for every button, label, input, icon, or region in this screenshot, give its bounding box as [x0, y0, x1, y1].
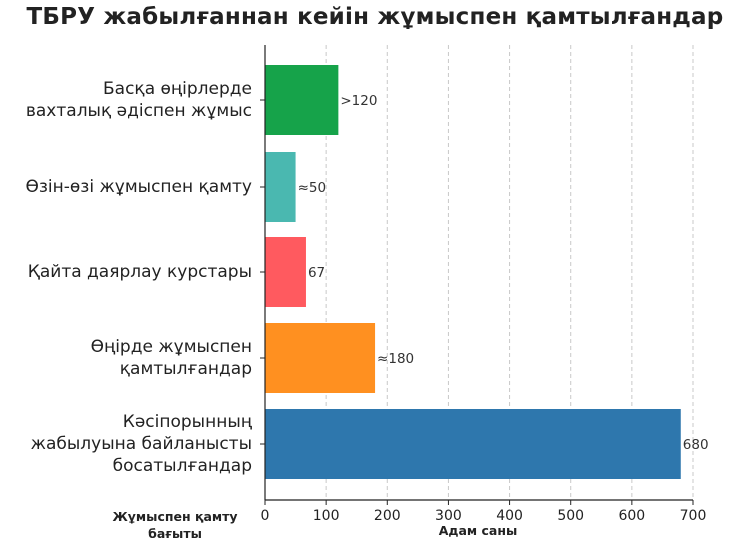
x-tick-label: 500 — [557, 508, 584, 524]
x-tick-label: 300 — [435, 508, 462, 524]
bars — [265, 65, 681, 479]
y-tick-label-line: жабылуына байланысты — [30, 434, 252, 454]
x-tick-label: 700 — [680, 508, 707, 524]
x-axis-title: Адам саны — [438, 523, 518, 538]
value-label: >120 — [340, 93, 377, 109]
bar — [265, 65, 339, 135]
y-tick-label: Өңірде жұмыспен қамтылғандар — [0, 336, 252, 380]
y-tick-label: Кәсіпорынның жабылуына байланысты босатылғ… — [0, 411, 252, 477]
y-tick-label: Өзін-өзі жұмыспен қамту — [0, 176, 253, 198]
x-tick-labels: 0 100 200 300 400 500 600 700 — [261, 508, 707, 524]
y-tick-label-line: қамтылғандар — [119, 359, 252, 379]
x-tick-label: 600 — [618, 508, 645, 524]
axes — [260, 45, 694, 505]
x-tick-label: 400 — [496, 508, 523, 524]
x-tick-label: 0 — [261, 508, 270, 524]
value-label: ≈50 — [298, 180, 327, 196]
bar — [265, 323, 376, 393]
x-tick-label: 100 — [313, 508, 340, 524]
y-axis-title: Жұмыспен қамту бағыты — [112, 509, 238, 541]
bar — [265, 237, 306, 307]
y-tick-label-line: Басқа өңірлерде — [103, 79, 252, 99]
y-tick-label-line: Кәсіпорынның — [122, 412, 252, 432]
bar — [265, 409, 681, 479]
value-labels: >120 ≈50 67 ≈180 680 — [298, 93, 709, 453]
y-tick-label-line: вахталық әдіспен жұмыс — [25, 101, 252, 121]
value-label: 67 — [308, 265, 325, 281]
chart-title: ТБРУ жабылғаннан кейін жұмыспен қамтылға… — [26, 4, 724, 30]
y-tick-label-line: босатылғандар — [112, 456, 252, 476]
y-tick-label-line: Өзін-өзі жұмыспен қамту — [25, 177, 253, 197]
y-tick-label: Басқа өңірлерде вахталық әдіспен жұмыс — [0, 78, 252, 122]
value-label: ≈180 — [377, 351, 414, 367]
y-tick-label: Қайта даярлау курстары — [0, 261, 252, 283]
value-label: 680 — [683, 437, 709, 453]
y-tick-label-line: Өңірде жұмыспен — [90, 337, 252, 357]
bar — [265, 152, 296, 222]
x-tick-label: 200 — [374, 508, 401, 524]
y-tick-label-line: Қайта даярлау курстары — [27, 262, 252, 282]
